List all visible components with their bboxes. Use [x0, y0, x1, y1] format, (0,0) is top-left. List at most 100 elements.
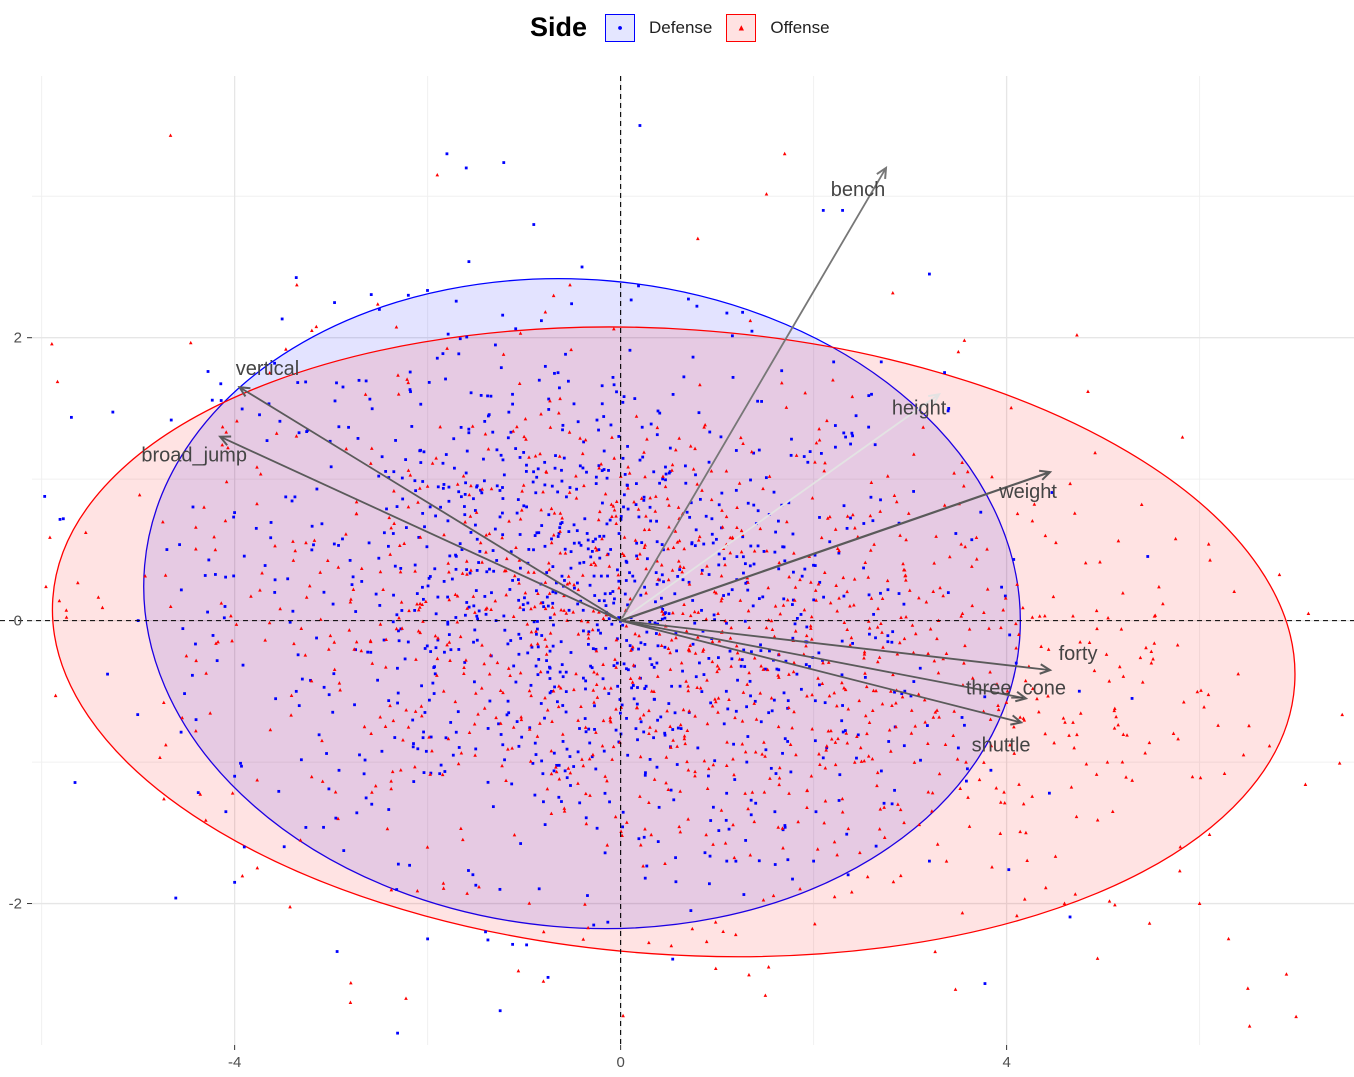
point-defense — [691, 599, 695, 602]
point-offense — [388, 703, 392, 708]
point-defense — [565, 776, 569, 780]
point-offense — [143, 574, 147, 578]
point-defense — [643, 876, 647, 880]
point-defense — [425, 545, 429, 549]
point-offense — [255, 778, 259, 782]
point-offense — [816, 582, 821, 586]
point-offense — [1140, 680, 1145, 684]
point-offense — [898, 807, 903, 812]
point-defense — [543, 364, 547, 368]
point-offense — [258, 472, 263, 476]
point-defense — [634, 503, 638, 507]
point-offense — [414, 657, 418, 661]
point-offense — [772, 634, 777, 639]
point-offense — [705, 564, 709, 568]
point-defense — [652, 665, 656, 669]
point-defense — [851, 434, 854, 438]
point-offense — [596, 517, 601, 522]
vector-shuttle — [620, 619, 1022, 724]
point-offense — [960, 910, 965, 915]
point-offense — [1190, 774, 1195, 779]
point-defense — [594, 647, 598, 651]
point-defense — [777, 519, 780, 523]
point-offense — [418, 605, 422, 609]
point-defense — [1050, 491, 1054, 494]
point-offense — [989, 743, 994, 748]
point-offense — [161, 700, 166, 705]
point-defense — [617, 579, 621, 583]
point-offense — [267, 370, 272, 375]
point-defense — [675, 649, 679, 653]
point-offense — [813, 588, 818, 592]
point-offense — [871, 688, 876, 693]
point-offense — [693, 774, 697, 778]
point-defense — [628, 644, 632, 648]
point-offense — [543, 637, 547, 641]
vector-arrowhead-shuttle — [1010, 714, 1024, 726]
point-defense — [702, 542, 706, 546]
point-defense — [507, 410, 511, 414]
point-offense — [926, 651, 930, 656]
point-offense — [836, 736, 840, 741]
point-offense — [894, 499, 899, 504]
point-offense — [891, 291, 895, 295]
point-offense — [363, 392, 368, 396]
point-offense — [805, 788, 810, 792]
point-defense — [674, 880, 678, 884]
point-defense — [535, 589, 538, 593]
point-offense — [852, 760, 857, 764]
point-defense — [751, 604, 755, 608]
point-offense — [723, 841, 728, 845]
point-defense — [569, 651, 573, 654]
point-offense — [476, 712, 480, 716]
point-defense — [404, 458, 408, 462]
point-defense — [863, 675, 867, 679]
point-defense — [572, 765, 576, 768]
point-offense — [668, 650, 672, 655]
point-offense — [696, 236, 700, 241]
point-defense — [640, 541, 644, 545]
point-offense — [529, 693, 533, 698]
point-defense — [713, 759, 717, 763]
point-defense — [436, 595, 440, 599]
point-offense — [396, 373, 400, 377]
point-offense — [1105, 760, 1110, 764]
point-offense — [741, 690, 746, 694]
point-defense — [717, 563, 721, 567]
point-defense — [1007, 868, 1011, 872]
point-defense — [649, 422, 653, 426]
point-offense — [696, 610, 701, 614]
point-defense — [671, 728, 675, 731]
point-defense — [413, 609, 417, 612]
point-offense — [387, 515, 392, 520]
point-defense — [556, 535, 560, 538]
point-defense — [593, 727, 596, 731]
point-offense — [605, 778, 609, 783]
point-defense — [623, 473, 627, 476]
point-offense — [611, 744, 616, 749]
point-offense — [203, 818, 208, 822]
point-defense — [597, 464, 601, 468]
point-defense — [749, 544, 753, 548]
point-defense — [531, 761, 535, 765]
point-offense — [710, 639, 715, 644]
point-offense — [224, 479, 229, 484]
scatter-points — [43, 124, 1345, 1035]
point-offense — [574, 474, 578, 478]
point-defense — [663, 616, 667, 620]
point-defense — [609, 548, 613, 551]
point-defense — [956, 746, 960, 750]
point-defense — [382, 638, 386, 642]
point-defense — [553, 466, 557, 470]
point-offense — [872, 542, 876, 546]
point-offense — [158, 755, 162, 760]
point-offense — [977, 777, 982, 782]
point-offense — [1068, 481, 1072, 486]
point-offense — [622, 535, 627, 539]
point-offense — [536, 591, 540, 595]
point-offense — [569, 347, 573, 352]
point-offense — [866, 575, 871, 579]
vector-label-weight: weight — [998, 481, 1057, 503]
point-defense — [509, 639, 513, 642]
point-defense — [206, 370, 210, 373]
